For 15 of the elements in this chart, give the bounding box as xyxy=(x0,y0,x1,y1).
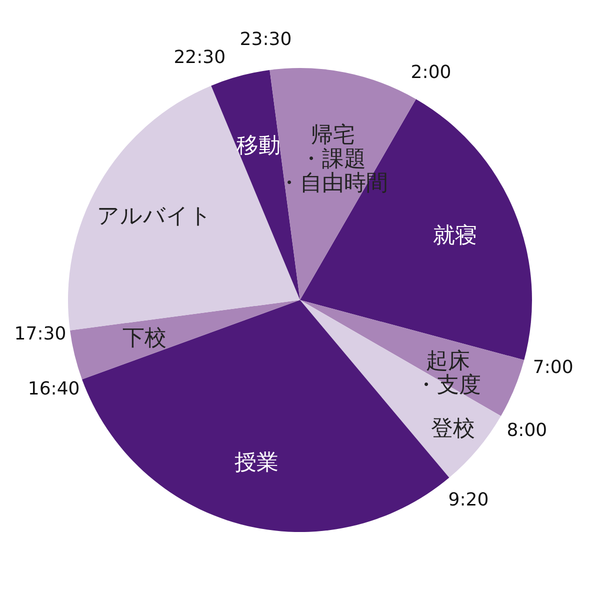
text: 16:40 xyxy=(28,378,80,400)
text: 7:00 xyxy=(532,356,574,378)
text: 2:00 xyxy=(410,62,452,84)
slice-label: 登校 xyxy=(431,416,476,442)
text: 9:20 xyxy=(448,490,489,511)
text: 8:00 xyxy=(506,420,548,441)
text: 22:30 xyxy=(174,46,226,68)
slice-label: アルバイト xyxy=(96,204,212,230)
slice-label: 授業 xyxy=(234,450,279,476)
pie-slice xyxy=(300,300,501,478)
text: 17:30 xyxy=(14,323,66,344)
slice-label: 就寝 xyxy=(433,224,478,249)
slice-label: 起床・支度 xyxy=(414,349,481,398)
slice-label: 下校 xyxy=(122,326,167,352)
text: 23:30 xyxy=(240,29,292,50)
